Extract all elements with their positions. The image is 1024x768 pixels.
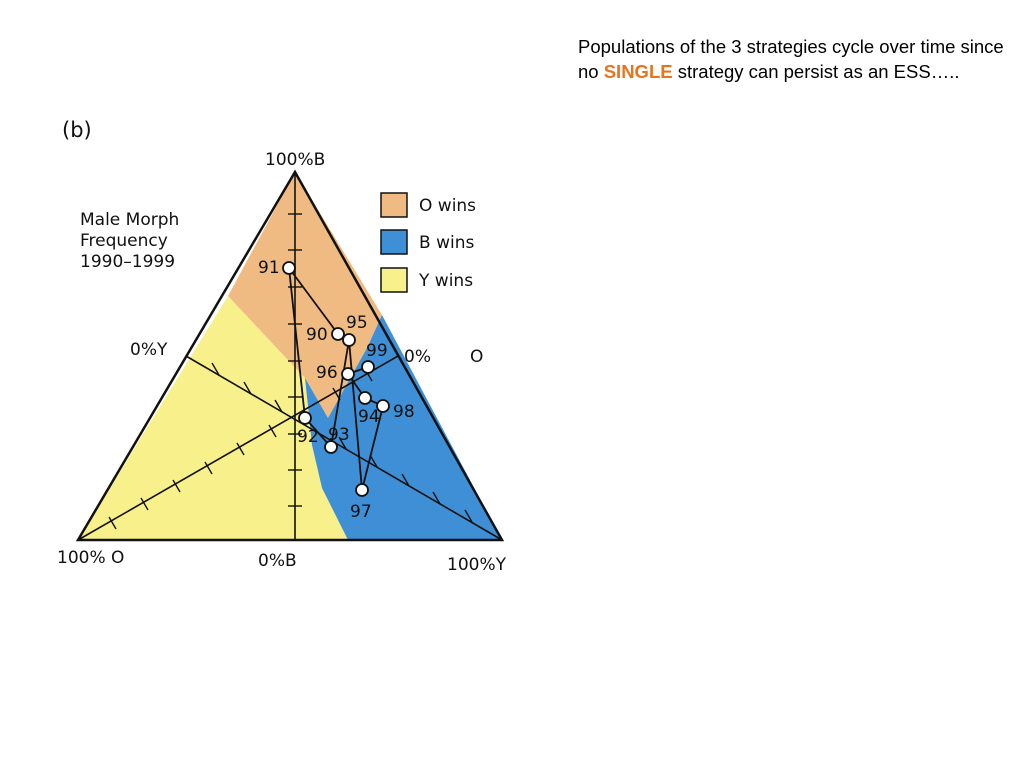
year-label-92: 92 [297, 427, 319, 447]
o-wins-region [228, 172, 382, 418]
point-96 [341, 367, 355, 381]
title-line-3: 1990–1999 [80, 252, 175, 272]
ternary-figure: 91 90 95 99 96 94 98 92 93 97 (b) Male M… [0, 0, 560, 600]
legend-swatch-o [380, 192, 408, 218]
point-94 [358, 391, 372, 405]
legend: O wins B wins Y wins [380, 192, 476, 293]
legend-swatch-y [380, 267, 408, 293]
caption-highlight: SINGLE [603, 61, 673, 82]
year-label-96: 96 [316, 363, 338, 383]
year-label-93: 93 [328, 425, 350, 445]
legend-swatch-b [380, 229, 408, 255]
year-label-97: 97 [350, 502, 372, 522]
label-0-b: 0%B [258, 551, 297, 571]
legend-label-o: O wins [419, 196, 476, 216]
point-93 [324, 440, 338, 454]
year-label-90: 90 [306, 325, 328, 345]
ternary-plot: 91 90 95 99 96 94 98 92 93 97 (b) Male M… [57, 118, 507, 575]
point-97 [355, 483, 369, 497]
caption-text-after: strategy can persist as an ESS….. [672, 61, 960, 82]
panel-label: (b) [62, 118, 92, 142]
point-99 [361, 360, 375, 374]
point-92 [298, 411, 312, 425]
year-points [282, 261, 390, 497]
label-100-b: 100%B [265, 150, 325, 170]
title-line-1: Male Morph [80, 210, 179, 230]
year-label-94: 94 [358, 407, 380, 427]
axis-lines [77, 172, 503, 541]
label-100-y: 100%Y [447, 555, 507, 575]
trajectory-line [287, 264, 385, 491]
legend-label-b: B wins [419, 233, 474, 253]
year-label-98: 98 [393, 402, 415, 422]
label-0-y: 0%Y [130, 340, 168, 360]
title-line-2: Frequency [80, 231, 168, 251]
axis-o [77, 355, 399, 541]
label-0-pct: 0% [404, 347, 431, 367]
label-o: O [470, 347, 483, 367]
legend-label-y: Y wins [418, 271, 473, 291]
caption-text-before: Populations of the 3 strategies cycle ov… [578, 36, 1004, 82]
axis-y [185, 355, 503, 541]
year-label-99: 99 [366, 341, 388, 361]
point-90 [331, 327, 345, 341]
slide-caption: Populations of the 3 strategies cycle ov… [578, 34, 1018, 84]
year-label-95: 95 [346, 313, 368, 333]
y-wins-region [78, 296, 348, 540]
axis-ticks [108, 213, 473, 530]
point-98 [376, 399, 390, 413]
year-label-91: 91 [258, 258, 280, 278]
point-91 [282, 261, 296, 275]
point-95 [342, 333, 356, 347]
label-100-o: 100% O [57, 548, 124, 568]
